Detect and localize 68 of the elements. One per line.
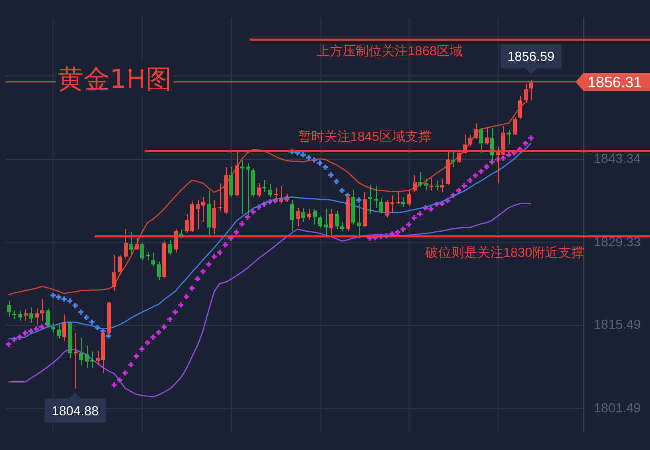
candlestick — [212, 200, 216, 235]
candlestick — [208, 190, 212, 238]
point — [333, 178, 340, 186]
candlestick — [468, 134, 472, 148]
candlestick — [74, 332, 78, 390]
ref-line-label: 1856.31 — [588, 74, 642, 92]
candlestick — [402, 196, 406, 208]
candlestick — [124, 228, 128, 260]
candlestick — [30, 307, 34, 324]
candlestick — [458, 150, 462, 164]
candlestick — [518, 95, 522, 120]
candlestick — [314, 208, 318, 226]
candlestick — [80, 337, 84, 366]
candlestick — [514, 116, 518, 136]
candlestick — [308, 208, 312, 220]
ref-line-label: 上方压制位关注1868区域 — [317, 43, 463, 58]
candlestick — [330, 208, 334, 238]
y-tick-label: 1829.33 — [594, 234, 641, 250]
candlestick — [46, 308, 50, 328]
candlestick — [40, 298, 44, 322]
candlestick — [374, 185, 378, 209]
candlestick — [8, 300, 12, 318]
y-tick-label: 1801.49 — [594, 400, 641, 416]
candlestick — [258, 183, 262, 198]
candlestick — [246, 162, 250, 216]
point — [328, 172, 335, 179]
candlestick — [218, 183, 222, 212]
candlestick — [408, 190, 412, 207]
y-tick-label: 1843.34 — [594, 151, 641, 166]
candlestick — [318, 215, 322, 229]
candlestick — [490, 128, 494, 166]
candlestick — [474, 122, 478, 140]
candlestick — [24, 308, 28, 322]
candlestick — [380, 197, 384, 214]
candlestick — [18, 310, 22, 322]
candlestick — [486, 128, 490, 146]
annotation: 1856.59 — [508, 49, 555, 64]
candlestick — [262, 179, 266, 194]
candlestick — [324, 208, 328, 238]
candlestick — [230, 166, 234, 198]
candlestick — [268, 184, 272, 198]
candlestick — [336, 210, 340, 230]
ref-line-label: 暂时关注1845区域支撑 — [298, 128, 432, 144]
candlestick — [130, 232, 134, 256]
point — [77, 308, 85, 316]
candlestick — [418, 172, 422, 188]
candlestick — [424, 178, 428, 191]
candlestick — [414, 174, 418, 194]
candlestick — [280, 185, 284, 204]
candlestick — [296, 208, 300, 227]
candlestick — [480, 128, 484, 154]
candlestick — [358, 204, 362, 239]
ref-line-label: 破位则是关注1830附近支撑 — [424, 245, 584, 260]
candlestick — [158, 261, 162, 281]
annotation: 1804.88 — [52, 403, 99, 418]
candlestick — [36, 308, 40, 326]
candlestick — [112, 254, 116, 292]
candlestick — [168, 240, 172, 256]
candlestick — [118, 254, 122, 276]
y-tick-label: 1815.49 — [594, 317, 641, 332]
candlestick — [58, 324, 62, 340]
candlestick — [290, 200, 294, 232]
text: 黄金1H图 — [56, 62, 174, 97]
candlestick — [302, 208, 306, 223]
candlestick — [140, 242, 144, 261]
candlestick — [62, 314, 66, 342]
candlestick — [152, 252, 156, 267]
candlestick — [396, 191, 400, 205]
